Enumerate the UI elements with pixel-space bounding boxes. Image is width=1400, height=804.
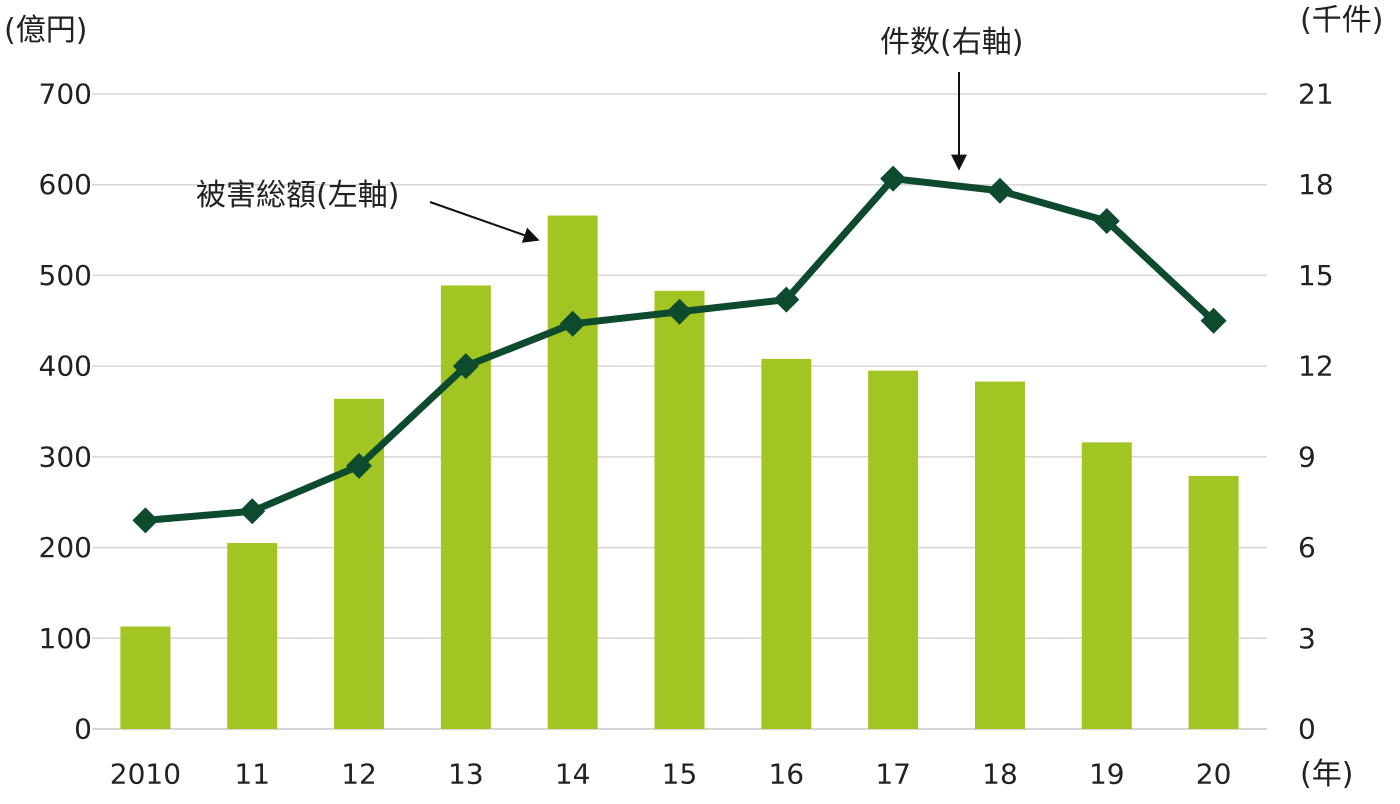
x-axis-tick-label: 14 — [555, 758, 591, 791]
line-marker — [773, 286, 800, 313]
right-axis-tick-label: 6 — [1298, 531, 1316, 564]
left-axis-tick-label: 700 — [39, 78, 92, 111]
x-axis-tick-label: 12 — [341, 758, 377, 791]
line-marker — [559, 310, 586, 337]
bar — [654, 290, 705, 729]
line-marker — [452, 353, 479, 380]
x-axis-tick-label: 11 — [234, 758, 270, 791]
x-axis-tick-label: 20 — [1196, 758, 1232, 791]
bar — [1081, 442, 1132, 729]
line-series-label: 件数(右軸) — [880, 25, 1023, 60]
bar — [974, 381, 1025, 729]
left-axis-ticks: 0 100 200 300 400 500 600 700 — [39, 78, 92, 746]
bar-series-arrow — [429, 201, 540, 243]
x-axis-tick-label: 17 — [875, 758, 911, 791]
bar — [868, 370, 919, 729]
x-axis-tick-label: 19 — [1089, 758, 1125, 791]
line-marker — [1200, 307, 1227, 334]
right-axis-tick-label: 12 — [1298, 350, 1334, 383]
x-axis-tick-label: 2010 — [110, 758, 181, 791]
bar-series — [120, 215, 1239, 730]
line-marker — [666, 298, 693, 325]
left-axis-tick-label: 300 — [39, 440, 92, 473]
line-series-annotation: 件数(右軸) — [880, 25, 1023, 171]
right-axis-tick-label: 21 — [1298, 78, 1334, 111]
x-axis-tick-label: 18 — [982, 758, 1018, 791]
left-axis-tick-label: 200 — [39, 531, 92, 564]
right-axis-tick-label: 0 — [1298, 713, 1316, 746]
right-axis-tick-label: 18 — [1298, 168, 1334, 201]
bar — [547, 215, 598, 730]
bar — [227, 543, 278, 729]
line-marker — [986, 177, 1013, 204]
left-axis-tick-label: 100 — [39, 622, 92, 655]
left-axis-tick-label: 0 — [74, 713, 92, 746]
x-axis-tick-label: 15 — [662, 758, 698, 791]
bar — [120, 626, 171, 729]
x-axis-tick-label: 16 — [768, 758, 804, 791]
left-axis-tick-label: 600 — [39, 168, 92, 201]
left-axis-unit: (億円) — [4, 13, 87, 48]
x-axis-unit: (年) — [1300, 757, 1353, 792]
bar-series-annotation: 被害総額(左軸) — [196, 178, 540, 243]
left-axis-tick-label: 400 — [39, 350, 92, 383]
right-axis-unit: (千件) — [1300, 3, 1383, 38]
line-marker — [346, 452, 373, 479]
right-axis-tick-label: 9 — [1298, 440, 1316, 473]
bar-series-label: 被害総額(左軸) — [196, 178, 399, 213]
left-axis-tick-label: 500 — [39, 259, 92, 292]
bar — [440, 285, 491, 729]
line-marker — [880, 165, 907, 192]
bar — [761, 358, 812, 729]
right-axis-ticks: 0 3 6 9 12 15 18 21 — [1298, 78, 1334, 746]
x-axis-tick-label: 13 — [448, 758, 484, 791]
bar — [1188, 475, 1239, 729]
x-axis-ticks: 2010 11 12 13 14 15 16 17 18 19 20 — [110, 758, 1232, 791]
right-axis-tick-label: 3 — [1298, 622, 1316, 655]
line-marker — [132, 507, 159, 534]
line-markers — [132, 165, 1227, 534]
line-marker — [1093, 208, 1120, 234]
line-marker — [239, 498, 266, 525]
right-axis-tick-label: 15 — [1298, 259, 1334, 292]
